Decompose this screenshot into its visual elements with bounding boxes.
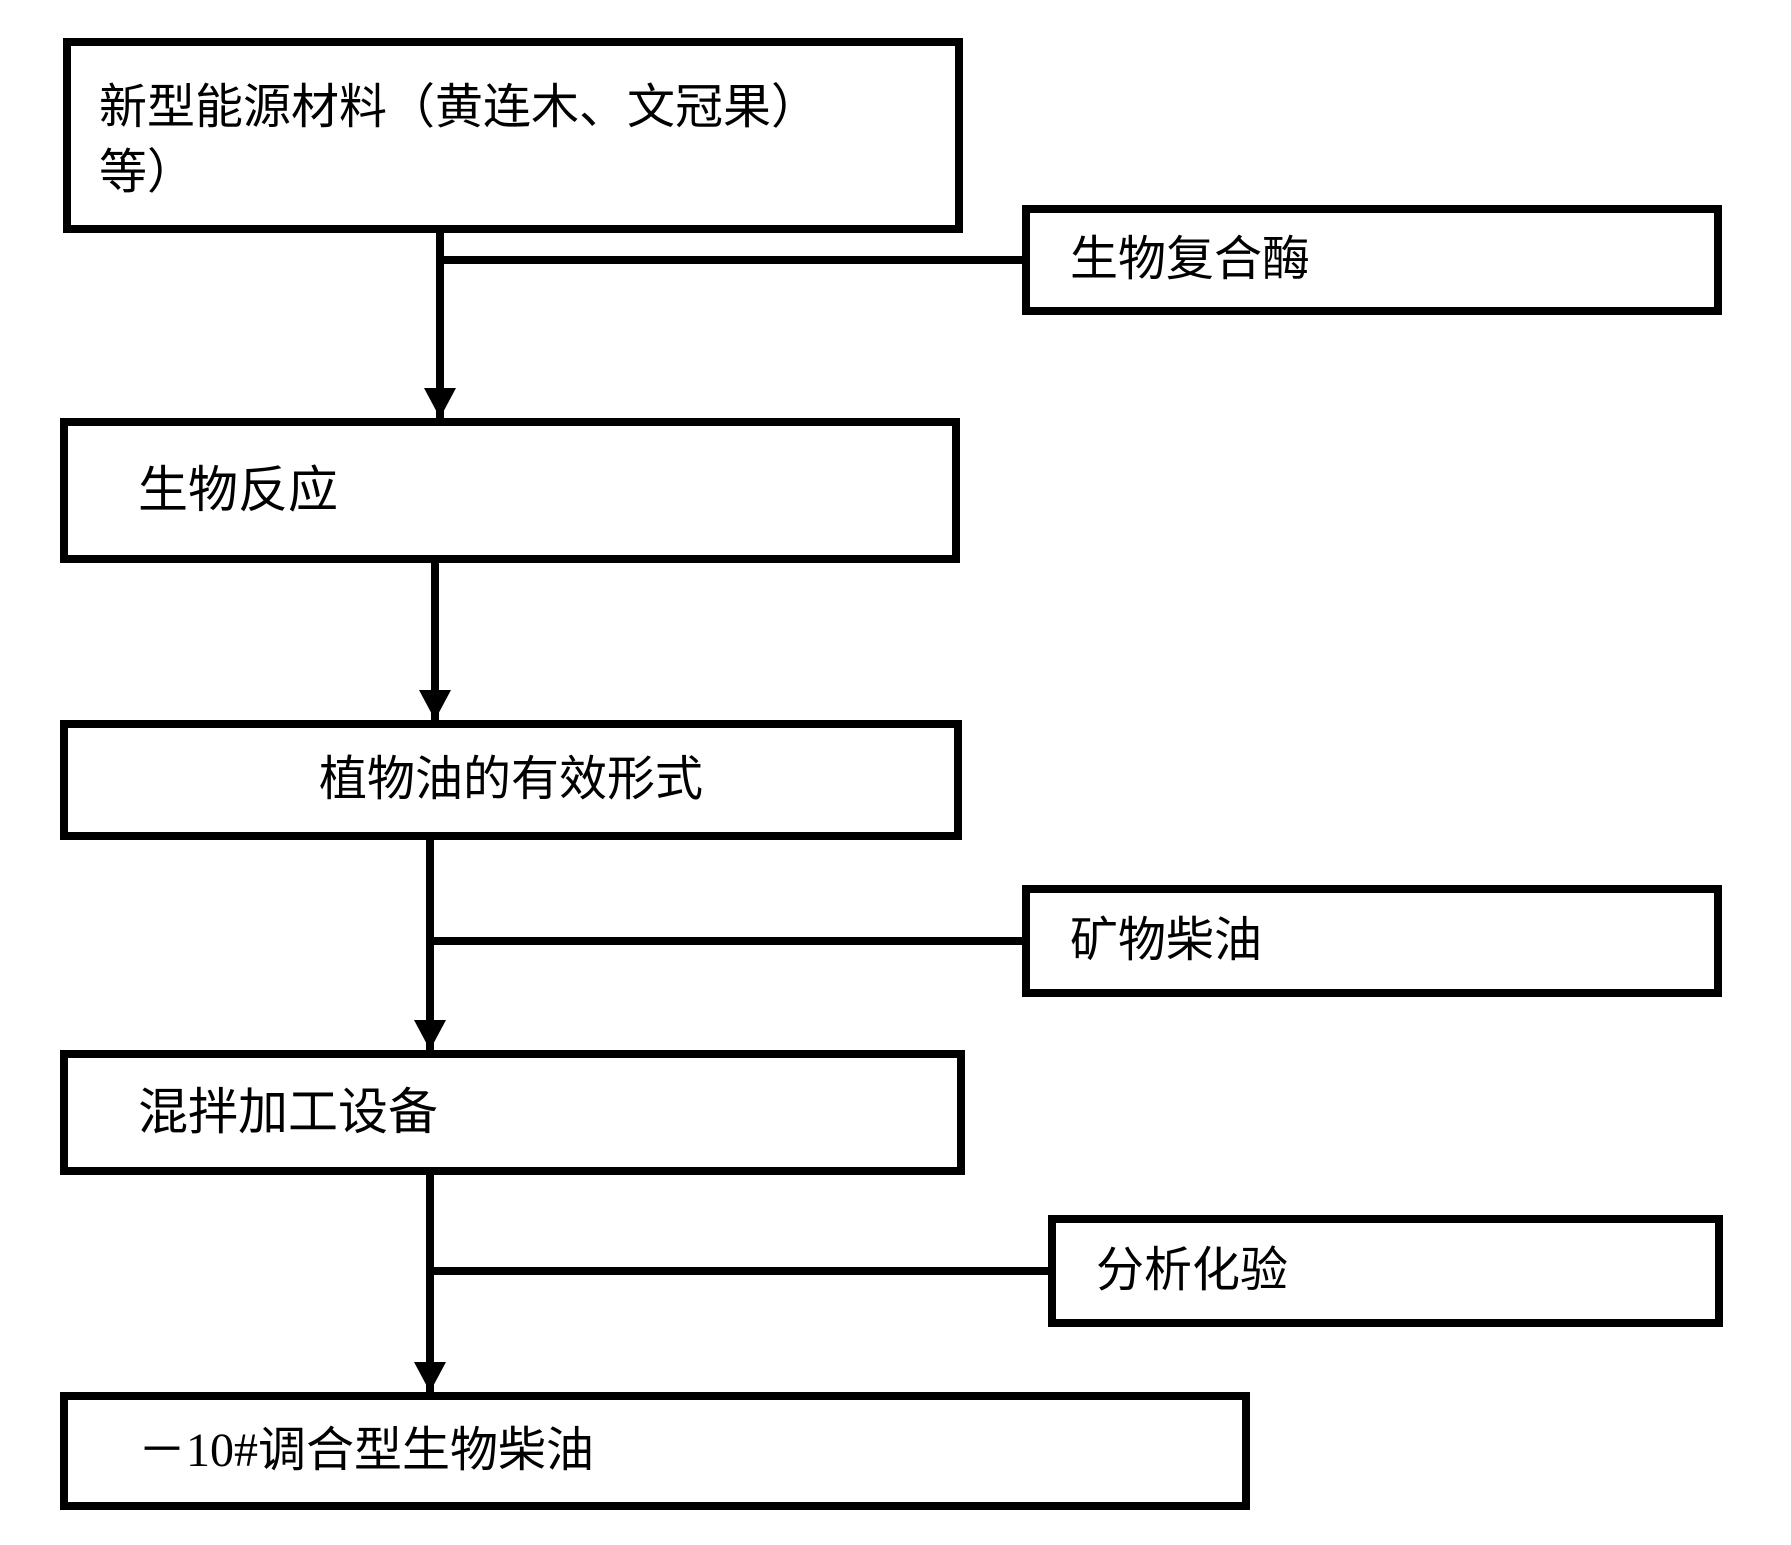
node-raw-materials: 新型能源材料（黄连木、文冠果） 等） [63, 38, 963, 233]
node-bio-reaction: 生物反应 [60, 418, 960, 563]
node-blended-biodiesel: －10#调合型生物柴油 [60, 1392, 1250, 1510]
node-label: －10#调合型生物柴油 [138, 1419, 594, 1484]
node-label: 生物复合酶 [1070, 228, 1310, 293]
flowchart-canvas: 新型能源材料（黄连木、文冠果） 等） 生物复合酶 生物反应 植物油的有效形式 矿… [0, 0, 1791, 1545]
node-label: 矿物柴油 [1070, 909, 1262, 974]
node-analysis-test: 分析化验 [1048, 1215, 1723, 1327]
node-plant-oil-form: 植物油的有效形式 [60, 720, 962, 840]
node-mineral-diesel: 矿物柴油 [1022, 885, 1722, 997]
node-label: 分析化验 [1096, 1239, 1288, 1304]
node-mixing-equipment: 混拌加工设备 [60, 1050, 965, 1175]
node-label: 植物油的有效形式 [319, 748, 703, 813]
node-label: 新型能源材料（黄连木、文冠果） 等） [99, 76, 819, 206]
node-bio-enzyme: 生物复合酶 [1022, 205, 1722, 315]
node-label: 生物反应 [138, 457, 338, 525]
node-label: 混拌加工设备 [138, 1079, 438, 1147]
